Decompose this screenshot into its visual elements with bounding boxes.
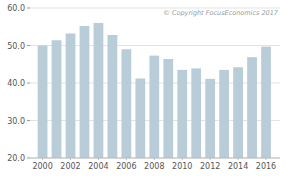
x-tick-label: 2004 <box>88 162 108 171</box>
bar <box>247 57 257 158</box>
x-tick-label: 2002 <box>60 162 80 171</box>
bar <box>219 70 229 158</box>
bar <box>94 23 104 158</box>
x-tick-label: 2008 <box>144 162 164 171</box>
y-tick <box>27 8 30 9</box>
x-axis: 2000 2002 2004 2006 2008 2010 2012 2014 2016 <box>30 158 280 171</box>
bar <box>121 49 131 158</box>
bar <box>149 56 159 158</box>
chart: 20.0 30.0 40.0 50.0 60.0 2000 2002 2004 2006 2008… <box>0 0 286 176</box>
x-tick-label: 2016 <box>256 162 276 171</box>
x-tick-label: 2012 <box>200 162 220 171</box>
bar <box>108 35 118 158</box>
x-tick-label: 2000 <box>32 162 52 171</box>
bars <box>38 23 271 158</box>
y-tick-label: 50.0 <box>7 42 25 51</box>
bar <box>163 59 173 158</box>
x-tick <box>70 158 71 160</box>
y-tick <box>27 120 30 121</box>
bar <box>191 68 201 158</box>
bar <box>135 79 145 159</box>
bar <box>52 40 62 158</box>
x-tick <box>182 158 183 160</box>
x-tick <box>266 158 267 160</box>
x-tick <box>210 158 211 160</box>
y-axis: 20.0 30.0 40.0 50.0 60.0 <box>7 4 30 163</box>
bar <box>261 47 271 158</box>
bar <box>66 34 76 159</box>
y-tick <box>27 45 30 46</box>
y-tick-label: 60.0 <box>7 4 25 13</box>
y-tick <box>27 83 30 84</box>
x-axis-line <box>30 158 280 159</box>
bar <box>205 79 215 158</box>
x-tick <box>238 158 239 160</box>
x-tick-label: 2006 <box>116 162 136 171</box>
y-tick-label: 40.0 <box>7 79 25 88</box>
bar <box>38 46 48 159</box>
x-tick-label: 2014 <box>228 162 248 171</box>
x-tick <box>98 158 99 160</box>
x-tick <box>42 158 43 160</box>
y-tick-label: 20.0 <box>7 154 25 163</box>
x-tick <box>154 158 155 160</box>
x-tick <box>126 158 127 160</box>
annotation: © Copyright FocusEconomics 2017 <box>163 9 279 17</box>
y-tick <box>27 158 30 159</box>
y-tick-label: 30.0 <box>7 117 25 126</box>
x-tick-label: 2010 <box>172 162 192 171</box>
bar <box>80 26 90 158</box>
bar <box>233 67 243 158</box>
bar <box>177 70 187 158</box>
grid-line <box>30 158 280 159</box>
